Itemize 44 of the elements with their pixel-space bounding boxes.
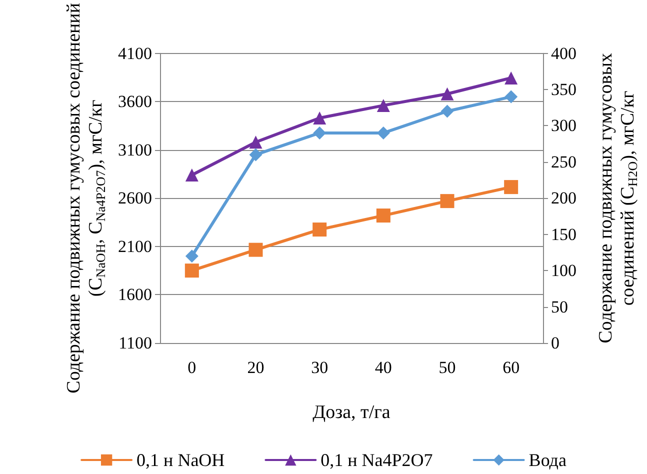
y-tick-label: 4100	[118, 44, 152, 63]
legend-label: Вода	[528, 450, 566, 470]
point	[504, 71, 518, 84]
point	[376, 126, 390, 140]
x-tick-label: 60	[502, 358, 520, 377]
point	[249, 136, 262, 149]
point	[440, 104, 454, 118]
point	[184, 264, 199, 278]
point	[313, 112, 326, 125]
legend-label: 0,1 н Na4P2O7	[320, 450, 433, 470]
y2-tick-label: 350	[551, 80, 576, 100]
y2-tick-label: 150	[551, 224, 576, 244]
point	[376, 208, 390, 223]
y-tick-label: 2100	[118, 236, 152, 256]
point	[185, 168, 198, 182]
y2-tick-label: 50	[551, 297, 568, 316]
point	[185, 250, 198, 263]
y-tick-label: 1100	[118, 334, 152, 352]
point	[376, 98, 390, 112]
x-tick-label: 50	[438, 358, 456, 377]
y2-tick-label: 400	[551, 44, 576, 63]
x-tick-label: 30	[311, 358, 328, 377]
point	[313, 126, 326, 140]
point	[248, 242, 263, 257]
x-axis-title: Доза, т/га	[312, 402, 391, 423]
y-tick-label: 2600	[118, 188, 152, 208]
point	[312, 222, 327, 237]
x-tick-label: 20	[247, 358, 264, 377]
y-tick-label: 1600	[118, 285, 152, 304]
point	[504, 180, 518, 194]
y2-tick-label: 0	[551, 334, 560, 352]
point	[440, 194, 454, 208]
y-tick-label: 3100	[118, 140, 152, 160]
y2-tick-label: 300	[551, 116, 576, 136]
y2-tick-label: 100	[551, 261, 576, 280]
y2-tick-label: 250	[551, 152, 576, 172]
y-tick-label: 3600	[118, 92, 152, 112]
x-tick-label: 0	[188, 358, 196, 377]
point	[504, 90, 518, 104]
point	[440, 87, 454, 100]
y2-tick-label: 200	[551, 188, 576, 208]
point	[249, 148, 262, 162]
legend-label: 0,1 н NaOH	[136, 450, 225, 470]
x-tick-label: 40	[374, 358, 392, 377]
